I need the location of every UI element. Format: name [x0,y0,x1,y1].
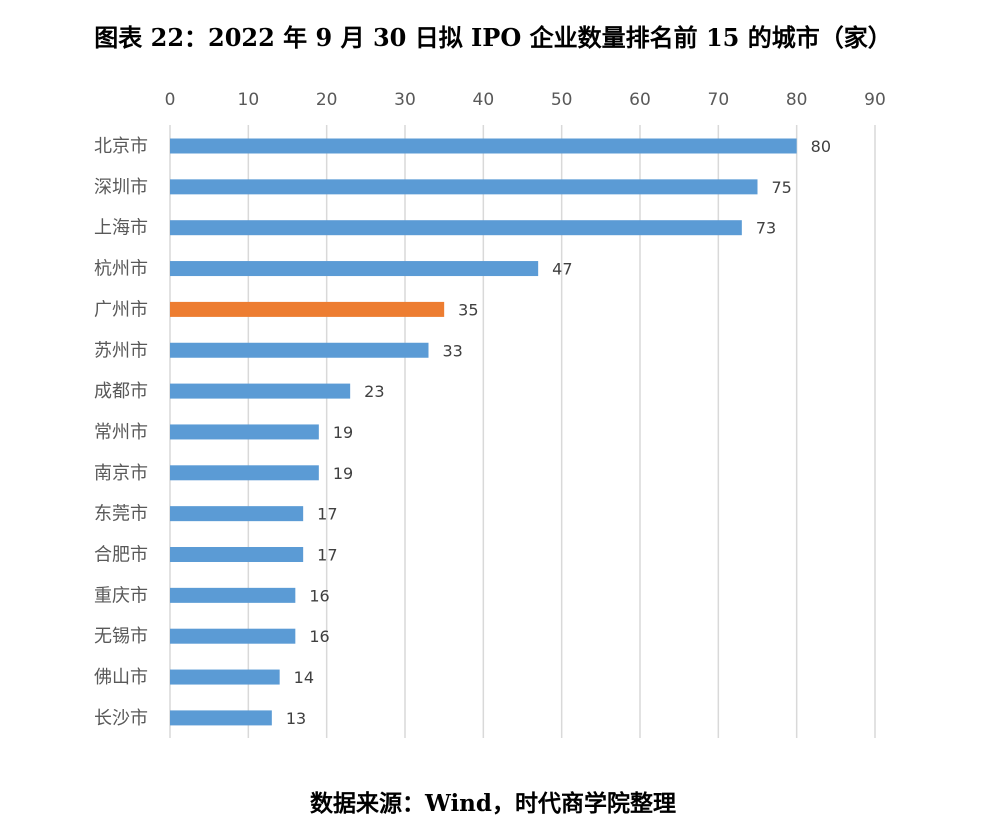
category-label: 上海市 [94,218,148,239]
bar [170,301,445,317]
data-label: 73 [756,219,776,238]
bar [170,547,304,562]
x-tick-label: 80 [786,90,808,110]
category-label: 无锡市 [94,626,148,647]
x-tick-label: 70 [708,90,730,110]
data-label: 13 [286,709,306,728]
x-tick-label: 20 [316,90,338,110]
chart-source: 数据来源：Wind，时代商学院整理 [310,790,676,817]
category-label: 佛山市 [94,667,148,688]
bar [170,138,797,154]
bar [170,220,742,236]
bars [170,138,797,726]
x-tick-label: 40 [473,90,495,110]
x-axis-tick-labels: 0 10 20 30 40 50 60 70 80 90 [165,90,886,110]
data-label: 16 [309,586,329,605]
bar [170,261,539,277]
bar [170,710,272,726]
bar [170,506,304,522]
data-label: 35 [458,300,478,319]
bar [170,424,319,440]
data-label: 47 [552,260,572,279]
category-label: 南京市 [94,463,148,484]
data-label: 16 [309,627,329,646]
category-label: 长沙市 [94,708,148,729]
category-label: 苏州市 [94,340,148,361]
x-tick-label: 0 [165,90,176,110]
bar [170,342,429,358]
data-label: 19 [333,464,353,483]
bar [170,465,319,481]
data-label: 33 [443,341,463,360]
data-label: 19 [333,423,353,442]
x-tick-label: 90 [864,90,886,110]
category-label: 杭州市 [94,259,148,280]
bar [170,383,351,399]
category-label: 广州市 [94,299,148,320]
category-labels: 北京市深圳市上海市杭州市广州市苏州市成都市常州市南京市东莞市合肥市重庆市无锡市佛… [94,136,148,729]
category-label: 常州市 [94,422,148,443]
category-label: 重庆市 [94,585,148,606]
data-label: 23 [364,382,384,401]
x-tick-label: 50 [551,90,573,110]
bar [170,628,296,644]
data-label: 17 [317,546,337,565]
bar [170,669,280,685]
data-label: 14 [294,668,314,687]
x-tick-label: 10 [238,90,260,110]
category-label: 合肥市 [94,545,148,566]
data-label: 75 [772,178,792,197]
category-label: 成都市 [94,381,148,402]
x-tick-label: 60 [629,90,651,110]
bar [170,587,296,603]
category-label: 深圳市 [94,177,148,198]
data-labels: 80 75 73 47 35 33 23 19 19 17 17 16 16 14 13 [286,137,831,728]
category-label: 北京市 [94,136,148,157]
category-label: 东莞市 [94,504,148,525]
x-tick-label: 30 [394,90,416,110]
data-label: 17 [317,505,337,524]
data-label: 80 [811,137,831,156]
chart-title: 图表 22：2022 年 9 月 30 日拟 IPO 企业数量排名前 15 的城… [94,23,892,52]
bar [170,179,758,195]
